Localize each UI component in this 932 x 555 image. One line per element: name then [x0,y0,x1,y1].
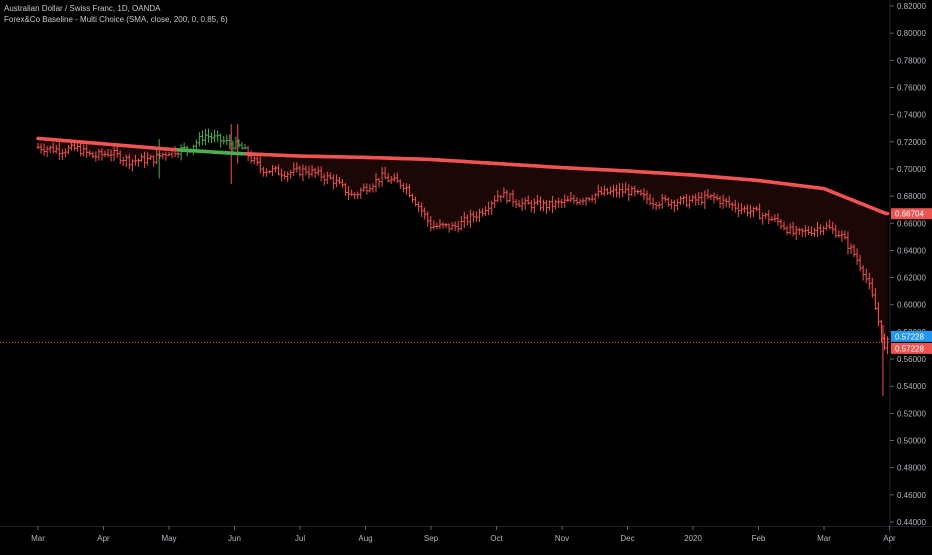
ohlc-bar [64,148,67,157]
price-tag-label: 0.66704 [895,210,924,219]
ohlc-bar [210,132,213,143]
y-tick-label: 0.66000 [897,219,926,228]
time-axis[interactable]: Mar Apr May Jun Jul Aug Sep Oct Nov Dec 2020 Feb Mar… [31,526,896,543]
ohlc-bar [198,132,201,146]
ohlc-bar [201,130,204,145]
ohlc-bar [167,152,170,156]
ohlc-bar [231,141,234,152]
ohlc-bar [216,131,219,142]
ohlc-bar [222,136,225,145]
y-tick-label: 0.72000 [897,138,926,147]
x-tick-label: 2020 [684,534,702,543]
x-tick-label: Jun [228,534,241,543]
price-tag-label: 0.57228 [895,344,924,353]
y-tick-label: 0.46000 [897,491,926,500]
ohlc-bar [673,200,676,212]
baseline-fill-area [38,138,888,349]
price-tag-current: 0.57228 [891,331,932,342]
ohlc-bar [234,137,237,151]
price-axis[interactable]: 0.82000 0.80000 0.78000 0.76000 0.74000 0.720… [890,2,926,527]
ohlc-bar [195,139,198,150]
chart-legend: Australian Dollar / Swiss Franc, 1D, OAN… [4,3,228,25]
ohlc-bar [588,197,591,202]
ohlc-bar [822,226,825,235]
ohlc-bar [378,178,381,187]
ohlc-bar [499,195,502,203]
ohlc-bar [286,172,289,182]
symbol-title: Australian Dollar / Swiss Franc, 1D, OAN… [4,3,228,14]
y-tick-label: 0.50000 [897,437,926,446]
ohlc-bar [180,144,183,160]
x-tick-label: Mar [31,534,45,543]
y-tick-label: 0.56000 [897,355,926,364]
y-tick-label: 0.54000 [897,382,926,391]
y-tick-label: 0.48000 [897,464,926,473]
x-tick-label: Apr [97,534,110,543]
y-tick-label: 0.70000 [897,165,926,174]
ohlc-bar [207,129,210,143]
price-tag-label: 0.57228 [895,332,924,341]
ohlc-bar [241,142,244,150]
y-tick-label: 0.74000 [897,111,926,120]
x-tick-label: Apr [883,534,896,543]
ohlc-bar [219,134,222,148]
y-tick-label: 0.62000 [897,274,926,283]
ohlc-bar [213,130,216,143]
ohlc-bar [174,146,177,157]
y-tick-label: 0.80000 [897,29,926,38]
ohlc-bar [61,149,64,160]
ohlc-bar [268,170,271,173]
x-tick-label: May [161,534,176,543]
y-tick-label: 0.76000 [897,83,926,92]
x-tick-label: Mar [817,534,831,543]
x-tick-label: Aug [358,534,372,543]
ohlc-bar [585,197,588,206]
ohlc-bar [131,159,134,171]
x-tick-label: Dec [620,534,634,543]
y-tick-label: 0.44000 [897,518,926,527]
ohlc-bar [578,199,581,205]
y-tick-label: 0.60000 [897,301,926,310]
y-tick-label: 0.68000 [897,192,926,201]
ohlc-bar [225,135,228,145]
y-tick-label: 0.82000 [897,2,926,11]
x-tick-label: Feb [752,534,766,543]
ohlc-bar [371,183,374,192]
indicator-title: Forex&Co Baseline - Multi Choice (SMA, c… [4,14,228,25]
x-tick-label: Oct [490,534,503,543]
ohlc-bar [582,198,585,205]
y-tick-label: 0.52000 [897,409,926,418]
ohlc-bar [658,202,661,210]
ohlc-bar [490,201,493,215]
y-tick-label: 0.64000 [897,246,926,255]
price-tag-close: 0.57228 [891,343,932,354]
ohlc-bar [204,129,207,145]
ohlc-bar [655,202,658,211]
x-tick-label: Jul [295,534,305,543]
price-tag-indicator: 0.66704 [891,208,932,219]
ohlc-bar [244,144,247,150]
y-tick-label: 0.78000 [897,56,926,65]
x-tick-label: Nov [555,534,569,543]
x-tick-label: Sep [424,534,439,543]
